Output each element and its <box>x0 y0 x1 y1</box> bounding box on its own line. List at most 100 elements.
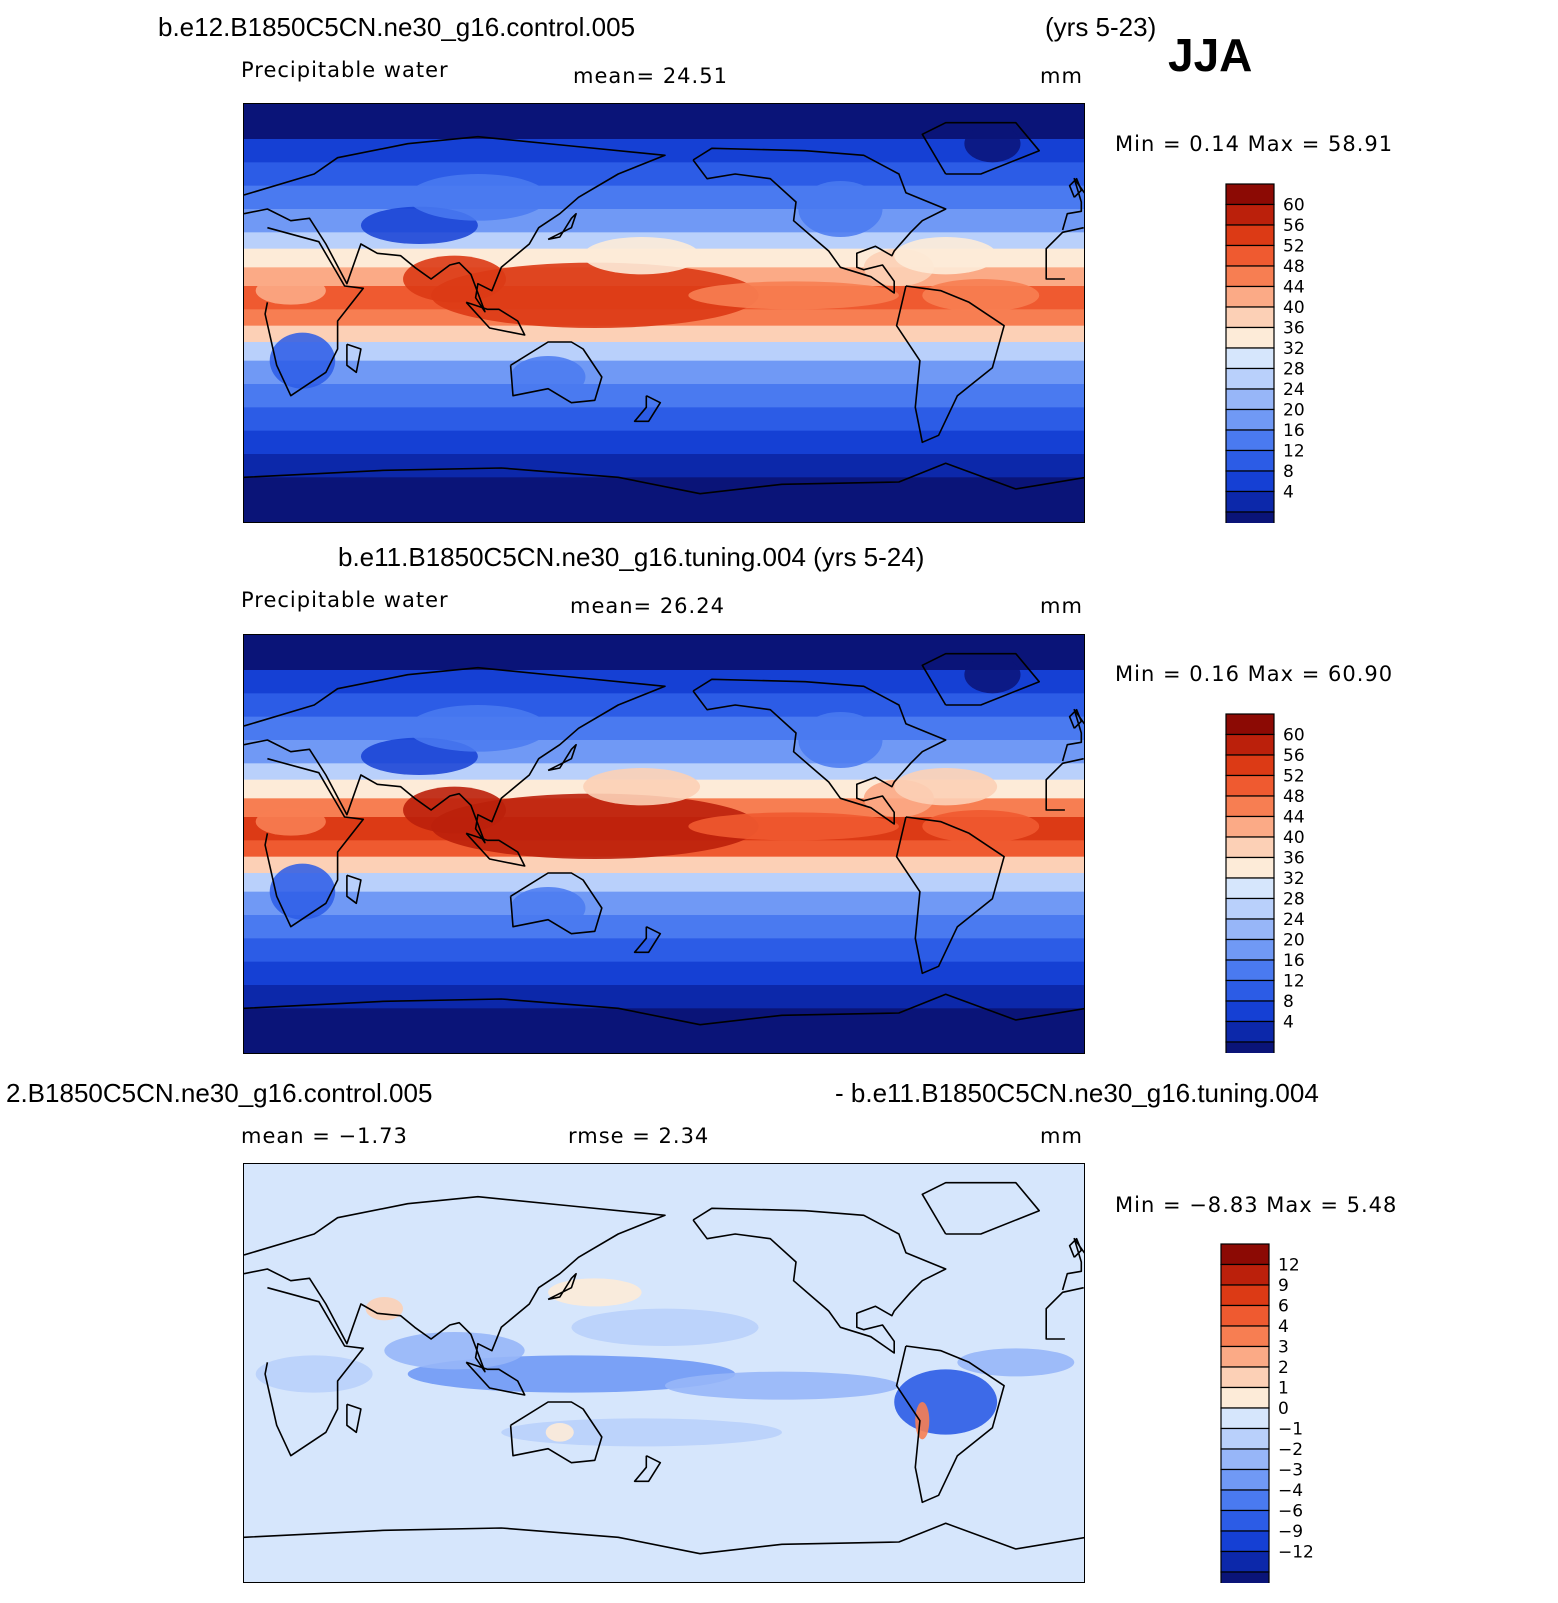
colorbar-tick-label: 36 <box>1283 319 1305 339</box>
coastline <box>465 1361 526 1396</box>
precip-blob <box>894 237 998 275</box>
precip-band <box>244 938 1084 963</box>
precip-blob <box>403 255 506 303</box>
diff-patch <box>501 1418 782 1447</box>
colorbar-swatch <box>1220 1386 1270 1409</box>
colorbar-tick-label: −1 <box>1278 1420 1303 1440</box>
colorbar-swatch <box>1225 244 1275 267</box>
precip-band <box>244 477 1084 522</box>
panel3-title-left: 2.B1850C5CN.ne30_g16.control.005 <box>6 1078 433 1108</box>
colorbar-swatch <box>1225 856 1275 879</box>
dry-region <box>269 863 336 920</box>
colorbar-tick-label: 48 <box>1283 257 1305 277</box>
colorbar-swatch <box>1220 1366 1270 1389</box>
colorbar-tick-label: 28 <box>1283 360 1305 380</box>
colorbar-swatch <box>1220 1468 1270 1491</box>
colorbar-tick-label: −2 <box>1278 1440 1303 1460</box>
panel2-variable: Precipitable water <box>241 588 449 612</box>
panel3-map <box>243 1163 1085 1583</box>
colorbar-tick-label: 32 <box>1283 869 1305 889</box>
precip-band <box>244 1008 1084 1053</box>
precip-band <box>244 325 1084 343</box>
precip-band <box>244 454 1084 478</box>
colorbar-tick-label: 12 <box>1283 972 1305 992</box>
panel1-mean: mean= 24.51 <box>573 64 728 88</box>
colorbar-swatch <box>1225 938 1275 961</box>
dry-region <box>510 356 586 398</box>
colorbar-swatch <box>1225 918 1275 941</box>
diff-patch <box>571 1308 759 1346</box>
diff-patch <box>665 1371 899 1400</box>
precip-blob <box>583 768 701 806</box>
precip-band <box>244 384 1084 408</box>
colorbar-swatch <box>1225 959 1275 982</box>
colorbar-tick-label: 52 <box>1283 237 1305 257</box>
colorbar-swatch <box>1220 1427 1270 1450</box>
coastline <box>1045 1286 1084 1340</box>
coastline <box>509 872 603 935</box>
panel2-map <box>243 634 1085 1054</box>
precip-blob <box>894 768 998 806</box>
colorbar-swatch <box>1225 490 1275 513</box>
coastline <box>921 1181 1040 1235</box>
colorbar-swatch <box>1225 815 1275 838</box>
precip-band <box>244 407 1084 432</box>
colorbar-swatch <box>1225 836 1275 859</box>
coastline <box>1045 757 1084 811</box>
precip-blob <box>431 793 759 859</box>
coastline <box>547 1272 577 1301</box>
coastline <box>1061 708 1084 762</box>
colorbar-tick-label: 36 <box>1283 849 1305 869</box>
colorbar-tick-label: 32 <box>1283 339 1305 359</box>
precip-blob <box>403 786 506 834</box>
colorbar-swatch <box>1225 306 1275 329</box>
panel2-units: mm <box>1040 594 1083 618</box>
coastline <box>264 226 365 397</box>
diff-patch <box>384 1332 525 1370</box>
coastline <box>692 1207 947 1354</box>
precip-blob <box>583 237 701 275</box>
colorbar-swatch <box>1220 1448 1270 1471</box>
colorbar-tick-label: 8 <box>1283 462 1294 482</box>
precip-blob <box>922 279 1040 312</box>
colorbar-tick-label: 1 <box>1278 1379 1289 1399</box>
coastline <box>264 1286 365 1457</box>
colorbar-tick-label: 12 <box>1278 1256 1300 1276</box>
coastline <box>346 343 362 374</box>
coastline <box>692 147 947 294</box>
diff-patch <box>915 1402 930 1440</box>
dry-region <box>798 181 883 237</box>
colorbar-swatch <box>1225 897 1275 920</box>
colorbar-swatch <box>1225 1020 1275 1043</box>
coastline <box>692 678 947 825</box>
coastline <box>633 1454 662 1483</box>
panel2-title: b.e11.B1850C5CN.ne30_g16.tuning.004 (yrs… <box>338 542 925 572</box>
coastline <box>1061 177 1084 231</box>
colorbar-swatch <box>1225 733 1275 756</box>
dry-region <box>798 712 883 768</box>
colorbar-tick-label: 44 <box>1283 808 1305 828</box>
colorbar-swatch <box>1225 449 1275 472</box>
colorbar-swatch <box>1225 408 1275 431</box>
diff-patch <box>545 1423 574 1442</box>
colorbar-swatch <box>1225 429 1275 452</box>
precip-band <box>244 635 1084 671</box>
panel3-minmax: Min = −8.83 Max = 5.48 <box>1115 1193 1398 1217</box>
colorbar-swatch <box>1220 1284 1270 1307</box>
coastline <box>1068 177 1083 198</box>
coastline <box>509 341 603 404</box>
coastline <box>633 394 662 423</box>
colorbar-swatch <box>1225 470 1275 493</box>
precip-band <box>244 185 1084 210</box>
coastline <box>264 757 365 928</box>
colorbar-swatch <box>1220 1550 1270 1573</box>
coastline <box>244 666 666 844</box>
colorbar-swatch <box>1220 1509 1270 1532</box>
diff-patch <box>365 1297 404 1321</box>
colorbar-swatch <box>1220 1325 1270 1348</box>
panel2-mean: mean= 26.24 <box>570 594 725 618</box>
diff-patch <box>957 1348 1075 1377</box>
precip-band <box>244 139 1084 163</box>
precip-band <box>244 985 1084 1009</box>
